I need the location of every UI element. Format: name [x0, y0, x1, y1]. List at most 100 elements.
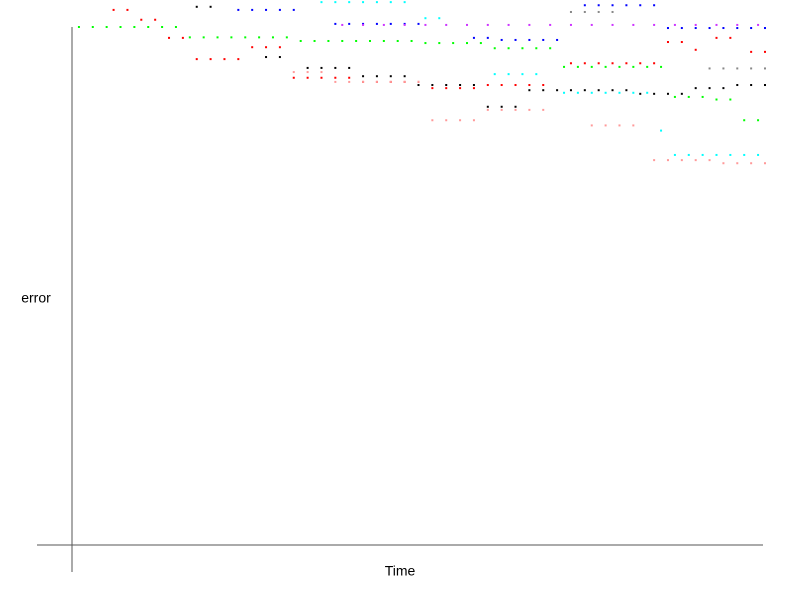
point [445, 119, 448, 122]
point [459, 84, 462, 87]
point [646, 65, 649, 68]
point [653, 159, 656, 162]
point [722, 27, 725, 30]
point [313, 39, 316, 42]
point [91, 26, 94, 28]
point [348, 22, 351, 25]
point [285, 36, 288, 39]
point [493, 73, 496, 76]
point [729, 153, 732, 156]
point [549, 23, 552, 26]
x-axis-label: Time [385, 563, 416, 579]
point [209, 5, 212, 8]
point [729, 98, 732, 101]
point [569, 23, 572, 26]
point [569, 89, 572, 92]
point [597, 4, 600, 7]
point [334, 66, 337, 69]
point [528, 108, 531, 111]
point [292, 71, 295, 74]
point [750, 50, 753, 53]
point [334, 22, 337, 25]
point [507, 73, 510, 76]
point [736, 27, 739, 30]
point [181, 36, 184, 39]
point [528, 38, 531, 41]
point [736, 23, 739, 26]
point [715, 98, 718, 101]
point [597, 89, 600, 92]
point [757, 153, 760, 156]
point [362, 23, 365, 26]
point [445, 23, 448, 26]
point [389, 1, 392, 4]
point [673, 153, 676, 156]
point [271, 36, 274, 39]
point [424, 23, 427, 26]
point [472, 36, 475, 39]
point [431, 119, 434, 122]
point [604, 124, 607, 127]
point [653, 62, 656, 65]
point [216, 36, 219, 39]
point [514, 38, 517, 41]
point [694, 159, 697, 162]
point [202, 36, 205, 39]
point [362, 22, 365, 25]
point [341, 23, 344, 26]
point [459, 87, 462, 90]
point [639, 4, 642, 7]
point [223, 58, 226, 61]
point [694, 27, 697, 30]
point [445, 84, 448, 87]
point [618, 65, 621, 68]
point [320, 1, 323, 4]
point [389, 22, 392, 25]
point [680, 92, 683, 95]
point [597, 10, 600, 13]
point [750, 162, 753, 165]
point [736, 162, 739, 165]
point [736, 84, 739, 87]
point [625, 62, 628, 65]
point [632, 23, 635, 26]
point [348, 76, 351, 79]
point [708, 87, 711, 90]
point [306, 66, 309, 69]
point [341, 39, 344, 42]
point [334, 1, 337, 4]
point [764, 27, 766, 30]
point [188, 36, 191, 39]
point [694, 48, 697, 51]
point [362, 1, 365, 4]
point [500, 84, 503, 87]
point [680, 27, 683, 30]
point [722, 87, 725, 90]
point [757, 119, 760, 122]
point [348, 80, 351, 83]
point [486, 84, 489, 87]
point [666, 92, 669, 95]
point [757, 23, 760, 26]
point [694, 23, 697, 26]
point [618, 91, 621, 94]
point [514, 108, 517, 111]
point [493, 47, 496, 50]
point [618, 124, 621, 127]
point [209, 58, 212, 61]
point [431, 87, 434, 90]
point [438, 42, 441, 45]
point [701, 153, 704, 156]
point [258, 36, 261, 39]
point [535, 47, 538, 50]
point [472, 84, 475, 87]
point [708, 159, 711, 162]
point [507, 23, 510, 26]
point [375, 75, 378, 78]
point [417, 22, 420, 25]
point [590, 23, 593, 26]
point [375, 1, 378, 4]
point [299, 39, 302, 42]
point [403, 23, 406, 26]
point [563, 91, 566, 94]
